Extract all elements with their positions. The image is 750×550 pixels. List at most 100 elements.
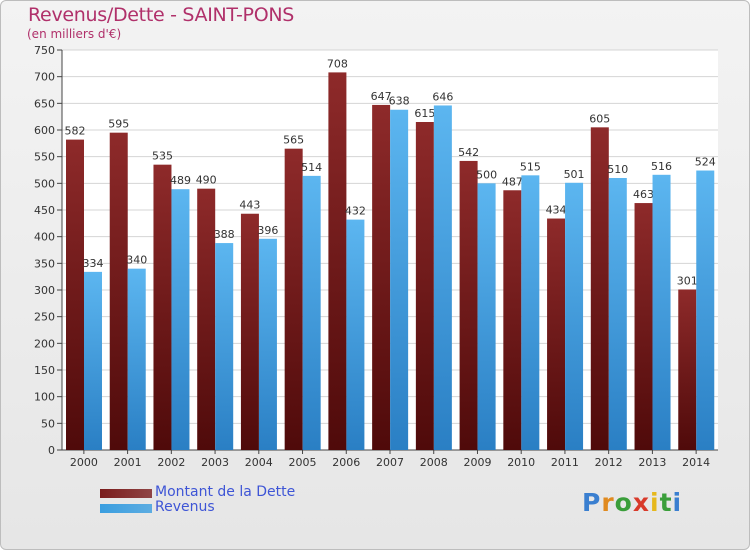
data-label-revenus: 432 [345, 205, 366, 218]
logo-letter: r [601, 488, 615, 517]
data-label-dette: 434 [546, 204, 567, 217]
x-tick-label: 2008 [420, 456, 448, 469]
bar-revenus [652, 174, 671, 451]
data-label-dette: 708 [327, 57, 348, 70]
bar-dette [153, 164, 172, 450]
y-tick-label: 300 [34, 284, 55, 297]
bar-revenus [127, 268, 146, 450]
y-tick-label: 500 [34, 177, 55, 190]
data-label-revenus: 396 [257, 224, 278, 237]
y-tick-label: 400 [34, 231, 55, 244]
bar-dette [66, 139, 84, 450]
y-tick-label: 750 [34, 44, 55, 57]
bar-revenus [608, 178, 627, 450]
bar-revenus [346, 219, 365, 450]
data-label-revenus: 334 [83, 257, 104, 270]
y-tick-label: 550 [34, 151, 55, 164]
bar-dette [678, 289, 697, 450]
data-label-dette: 565 [283, 134, 304, 147]
data-label-dette: 463 [633, 188, 654, 201]
bar-dette [372, 104, 391, 450]
bar-revenus [390, 109, 409, 450]
logo-letter: t [659, 488, 673, 517]
data-label-revenus: 516 [651, 160, 672, 173]
x-tick-label: 2009 [463, 456, 491, 469]
x-tick-label: 2005 [289, 456, 317, 469]
proxiti-logo: Proxiti [582, 488, 682, 517]
y-tick-label: 200 [34, 337, 55, 350]
data-label-dette: 490 [196, 174, 217, 187]
data-label-dette: 595 [108, 118, 129, 131]
data-label-revenus: 638 [389, 95, 410, 108]
data-label-dette: 542 [458, 146, 479, 159]
bar-revenus [171, 189, 190, 450]
y-tick-label: 650 [34, 97, 55, 110]
chart-title: Revenus/Dette - SAINT-PONS [28, 4, 295, 26]
data-label-revenus: 501 [564, 168, 585, 181]
bar-dette [415, 122, 434, 450]
y-tick-label: 700 [34, 71, 55, 84]
bar-revenus [521, 175, 540, 451]
x-tick-label: 2013 [638, 456, 666, 469]
data-label-revenus: 646 [432, 90, 453, 103]
data-label-revenus: 514 [301, 161, 322, 174]
x-tick-label: 2002 [157, 456, 185, 469]
bar-dette [109, 132, 128, 450]
legend-label-revenus: Revenus [155, 499, 215, 515]
legend-item-dette: Montant de la Dette [100, 484, 340, 500]
data-label-dette: 301 [677, 274, 698, 287]
data-label-revenus: 524 [695, 156, 716, 169]
legend-swatch-revenus [100, 504, 152, 513]
bar-dette [328, 72, 347, 451]
y-tick-label: 600 [34, 124, 55, 137]
legend-swatch-dette [100, 489, 152, 498]
bar-revenus [258, 238, 277, 450]
bar-dette [590, 127, 609, 450]
data-label-revenus: 489 [170, 174, 191, 187]
bar-revenus [477, 183, 496, 451]
logo-letter: i [650, 488, 660, 517]
data-label-revenus: 388 [214, 228, 235, 241]
y-tick-label: 150 [34, 364, 55, 377]
data-label-revenus: 340 [126, 254, 147, 267]
data-label-dette: 535 [152, 150, 173, 163]
data-label-dette: 443 [239, 199, 260, 212]
bar-revenus [696, 170, 715, 451]
chart-subtitle: (en milliers d'€) [27, 27, 122, 41]
y-tick-label: 100 [34, 391, 55, 404]
logo-letter: o [614, 488, 633, 517]
x-tick-label: 2000 [70, 456, 98, 469]
logo-letter: i [672, 488, 683, 517]
y-tick-label: 450 [34, 204, 55, 217]
bar-dette [240, 213, 259, 450]
y-tick-label: 250 [34, 311, 55, 324]
data-label-revenus: 510 [607, 163, 628, 176]
logo-letter: P [582, 488, 602, 517]
bar-revenus [215, 243, 234, 450]
data-label-dette: 605 [589, 112, 610, 125]
bar-revenus [84, 271, 102, 450]
data-label-dette: 582 [65, 125, 86, 138]
bar-dette [197, 188, 216, 450]
data-label-dette: 615 [414, 107, 435, 120]
data-label-dette: 647 [371, 90, 392, 103]
legend-label-dette: Montant de la Dette [155, 484, 296, 500]
y-tick-label: 0 [48, 444, 55, 457]
data-label-revenus: 500 [476, 168, 497, 181]
data-label-dette: 487 [502, 175, 523, 188]
logo-letter: x [632, 488, 650, 517]
bar-dette [459, 160, 478, 450]
y-tick-label: 50 [41, 417, 55, 430]
bar-dette [634, 203, 653, 450]
x-tick-label: 2010 [507, 456, 535, 469]
x-tick-label: 2003 [201, 456, 229, 469]
bar-revenus [565, 182, 584, 451]
x-tick-label: 2014 [682, 456, 710, 469]
data-label-revenus: 515 [520, 160, 541, 173]
bar-dette [503, 190, 522, 450]
y-tick-label: 350 [34, 257, 55, 270]
bar-dette [284, 148, 303, 450]
bar-revenus [302, 175, 321, 450]
x-tick-label: 2012 [595, 456, 623, 469]
